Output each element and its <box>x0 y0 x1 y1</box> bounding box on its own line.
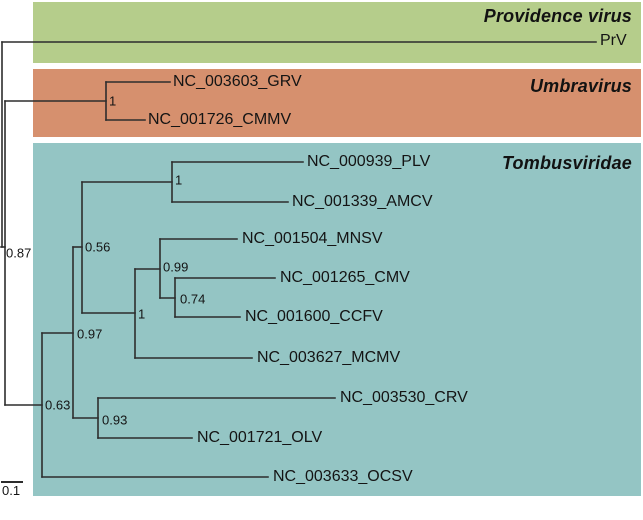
support-value: 1 <box>175 172 183 188</box>
tip-label: NC_000939_PLV <box>307 153 431 170</box>
tip-label: NC_003633_OCSV <box>273 468 413 485</box>
tip-label: NC_001600_CCFV <box>245 308 383 325</box>
band-title-providence-virus: Providence virus <box>483 6 632 26</box>
support-value: 0.74 <box>180 291 206 307</box>
tip-label: NC_003603_GRV <box>173 73 302 90</box>
band-umbravirus: Umbravirus <box>33 69 641 137</box>
tip-label: NC_003627_MCMV <box>257 349 401 366</box>
support-value: 0.99 <box>163 259 189 275</box>
tip-label: NC_001504_MNSV <box>242 230 383 247</box>
band-title-tombusviridae: Tombusviridae <box>502 153 632 173</box>
tip-label: NC_001726_CMMV <box>148 111 292 128</box>
tip-label: NC_001265_CMV <box>280 269 410 286</box>
support-value: 1 <box>138 306 146 322</box>
support-value: 0.97 <box>77 326 103 342</box>
support-value: 0.93 <box>102 412 128 428</box>
band-providence-virus: Providence virus <box>33 2 641 63</box>
support-value: 1 <box>109 93 117 109</box>
band-title-umbravirus: Umbravirus <box>529 76 632 96</box>
tip-label: NC_001339_AMCV <box>292 193 433 210</box>
tip-label: NC_001721_OLV <box>197 429 323 446</box>
tip-label: NC_003530_CRV <box>340 389 468 406</box>
support-value: 0.56 <box>85 239 111 255</box>
support-value: 0.87 <box>6 245 32 261</box>
scale-bar-label: 0.1 <box>2 483 21 498</box>
tip-label: PrV <box>600 32 627 49</box>
support-value: 0.63 <box>45 397 71 413</box>
